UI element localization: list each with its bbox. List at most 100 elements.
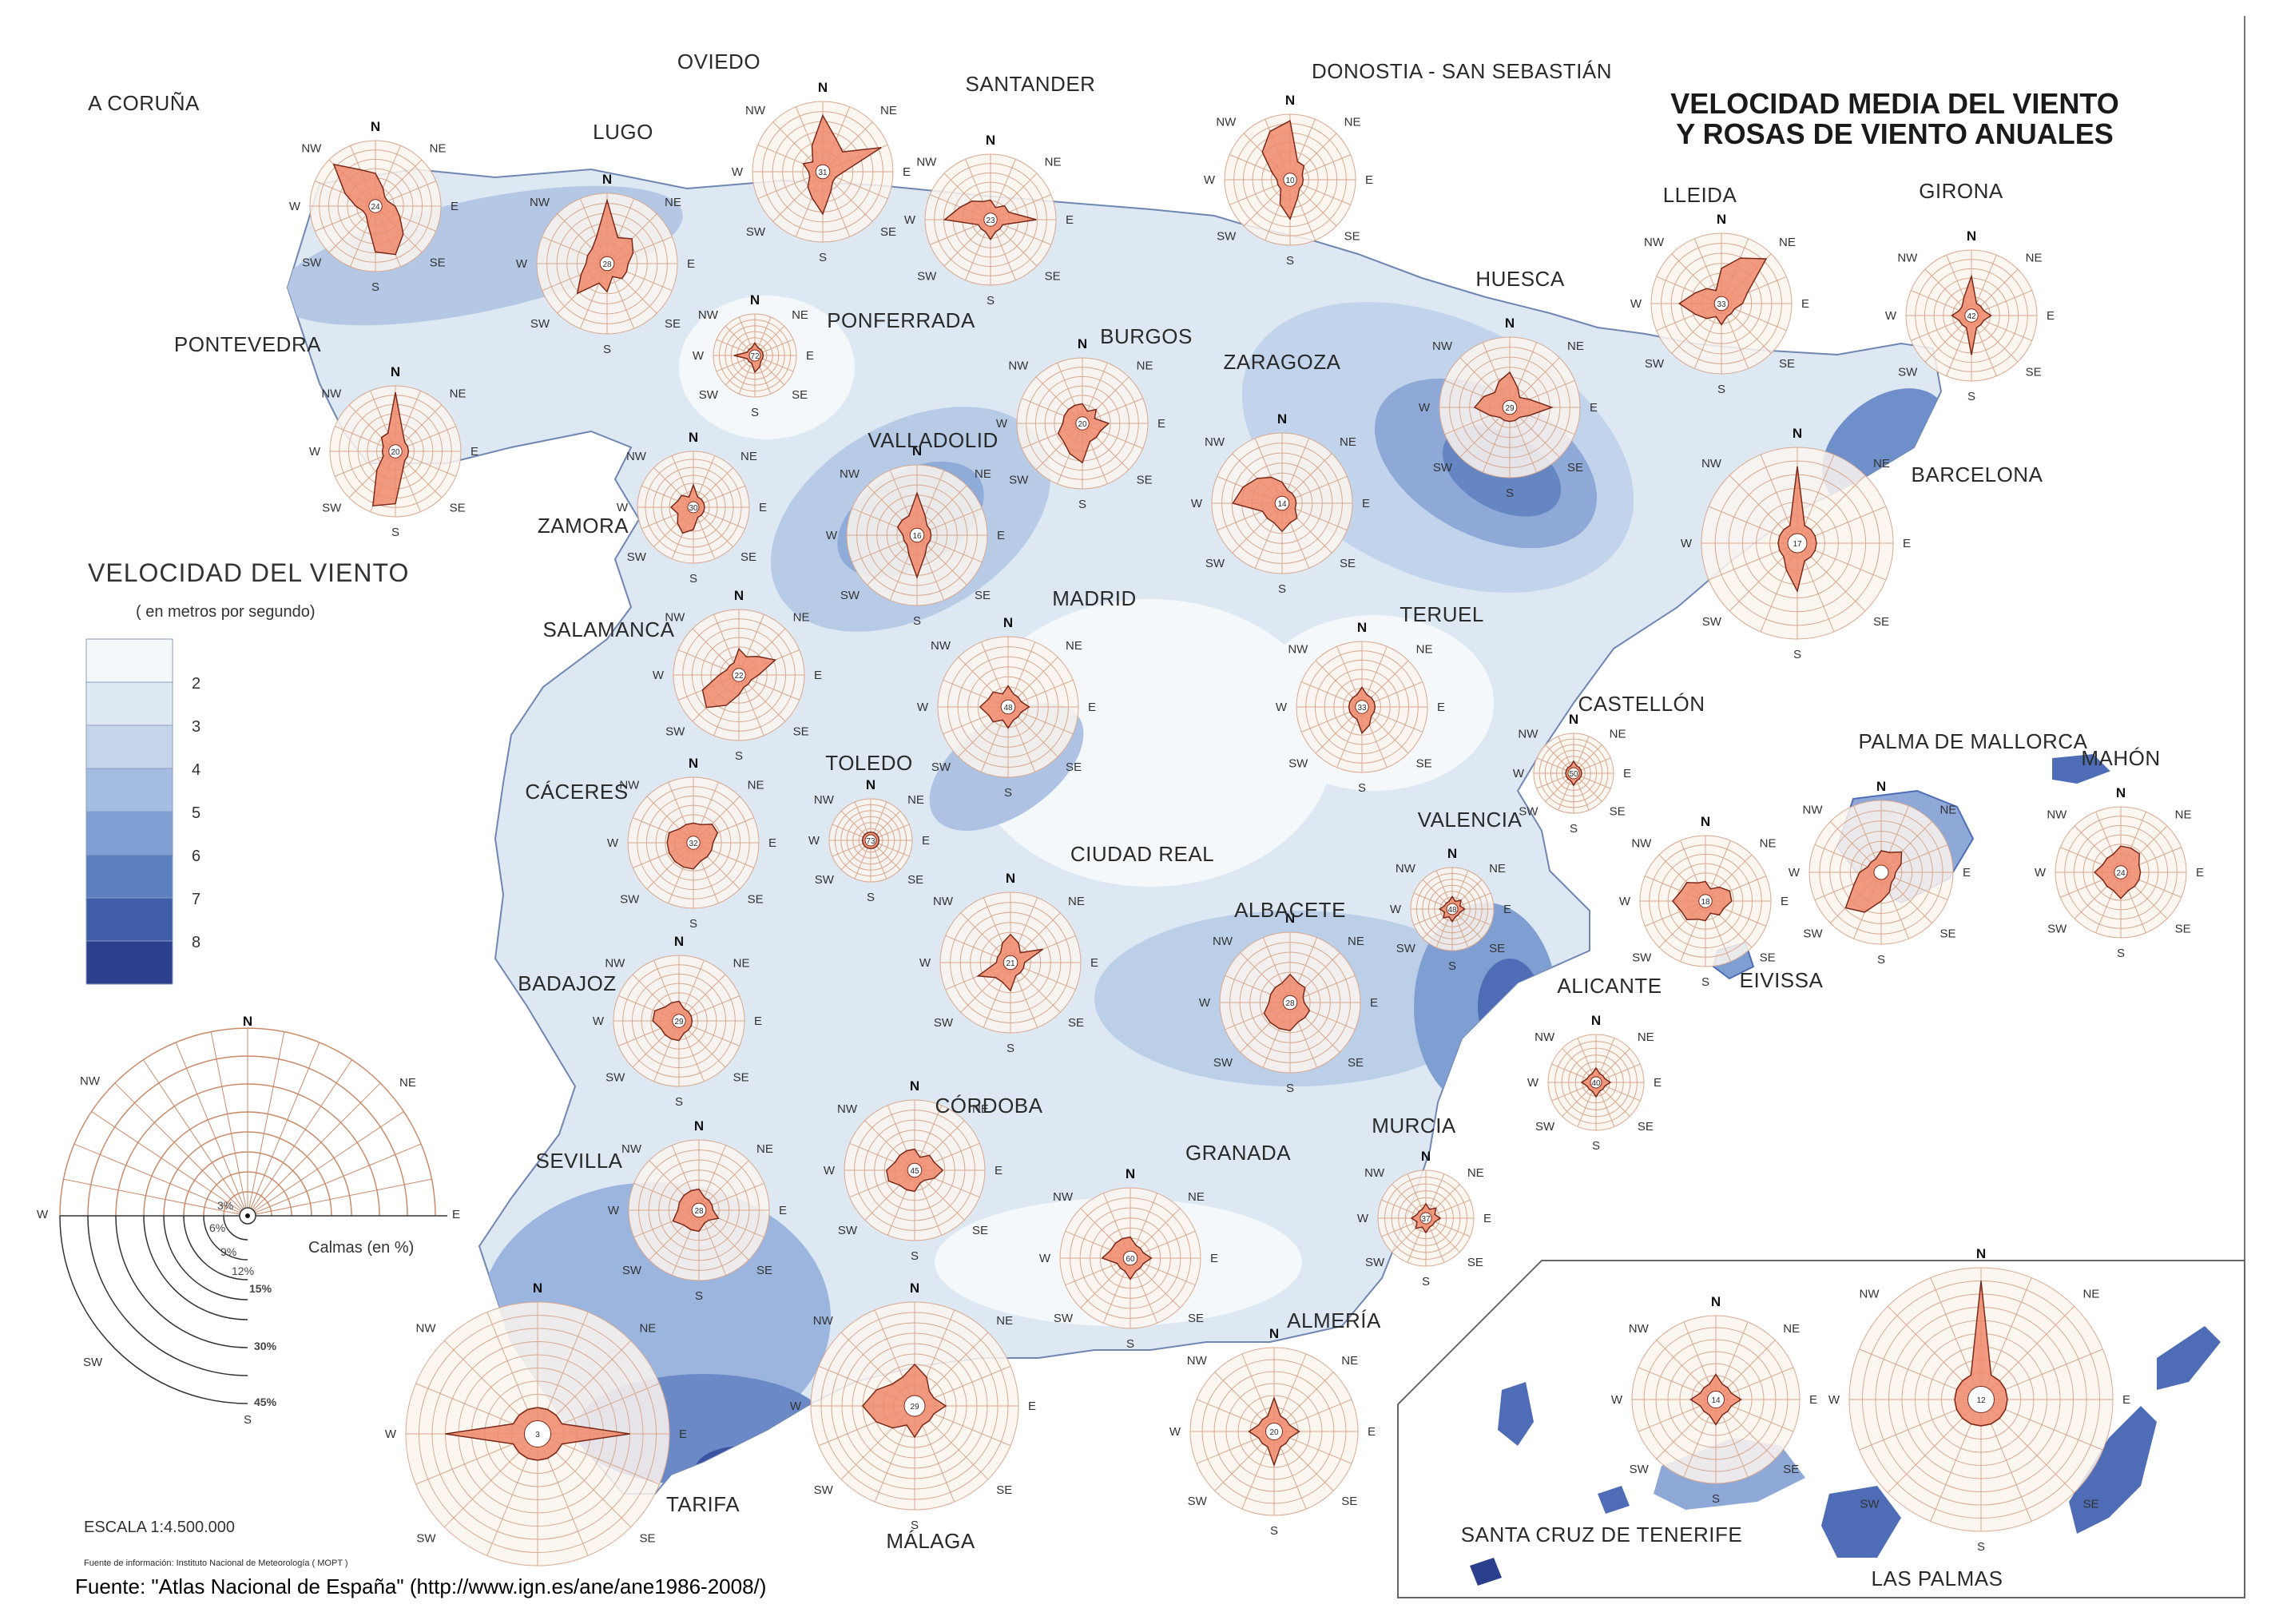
rose-dir-ne: NE xyxy=(1610,727,1626,741)
rose-dir-w: W xyxy=(608,1204,620,1217)
legend-swatch xyxy=(85,897,173,942)
rose-dir-nw: NW xyxy=(698,308,719,322)
rose-dir-sw: SW xyxy=(840,589,860,602)
rose-dir-se: SE xyxy=(2026,366,2042,379)
rose-dir-n: N xyxy=(371,119,380,134)
station-name: MURCIA xyxy=(1372,1114,1456,1138)
rose-dir-e: E xyxy=(1365,173,1373,187)
rose-dir-nw: NW xyxy=(813,1314,834,1328)
wind-rose: 3 N NE E SE S SW W NW TARIFA xyxy=(385,1281,740,1588)
rose-calm-value: 29 xyxy=(910,1403,919,1412)
rose-dir-sw: SW xyxy=(665,725,685,739)
rose-calm-value: 48 xyxy=(1003,704,1013,713)
rose-dir-sw: SW xyxy=(627,550,647,564)
wind-rose: 23 N NE E SE S SW W NW SANTANDER xyxy=(904,72,1095,308)
rose-dir-e: E xyxy=(779,1204,787,1217)
rose-dir-n: N xyxy=(694,1118,704,1134)
rose-dir-sw: SW xyxy=(605,1071,625,1085)
station-name: BURGOS xyxy=(1100,324,1193,348)
rose-dir-n: N xyxy=(1447,846,1457,861)
el-hierro xyxy=(1470,1558,1502,1586)
rose-dir-w: W xyxy=(996,417,1008,431)
station-name: PONTEVEDRA xyxy=(174,332,321,356)
rose-dir-nw: NW xyxy=(605,956,625,970)
rose-calm-circle xyxy=(599,256,615,272)
rose-dir-nw: NW xyxy=(1205,435,1225,449)
rose-calm-circle xyxy=(1282,995,1298,1011)
wind-rose: 33 N NE E SE S SW W NW TERUEL xyxy=(1276,602,1484,795)
rose-dir-se: SE xyxy=(1940,927,1955,940)
rose-dir-w: W xyxy=(1828,1393,1840,1407)
rose-dir-w: W xyxy=(919,956,931,970)
rose-calm-circle xyxy=(983,212,998,227)
zone-tarifa-core xyxy=(695,1446,791,1494)
rose-calm-value: 20 xyxy=(1269,1428,1279,1437)
rose-dir-se: SE xyxy=(996,1483,1012,1497)
legend-swatch xyxy=(85,811,173,856)
rose-dir-s: S xyxy=(1358,781,1366,795)
rose-dir-w: W xyxy=(904,213,916,227)
key-spoke xyxy=(247,1059,352,1217)
rose-calm-circle xyxy=(1698,894,1713,908)
rose-dir-se: SE xyxy=(748,893,764,907)
station-name: ZAMORA xyxy=(538,514,629,538)
key-ring-30: 30% xyxy=(254,1340,277,1352)
key-ring-lower xyxy=(203,1215,248,1261)
station-name: TERUEL xyxy=(1400,602,1484,626)
wind-rose: 24 N NE E SE S SW W NW A CORUÑA xyxy=(88,91,459,294)
rose-dir-se: SE xyxy=(1137,474,1153,487)
station-name: ZARAGOZA xyxy=(1223,350,1340,374)
rose-petals xyxy=(1261,120,1305,220)
rose-dir-e: E xyxy=(1090,956,1098,970)
rose-dir-n: N xyxy=(1793,426,1802,441)
station-name: SEVILLA xyxy=(535,1149,622,1173)
rose-dir-ne: NE xyxy=(639,1322,656,1336)
rose-dir-e: E xyxy=(1809,1393,1817,1407)
rose-calm-value: 20 xyxy=(391,448,400,457)
rose-dir-nw: NW xyxy=(1629,1322,1650,1336)
rose-dir-n: N xyxy=(1078,336,1087,351)
rose-calm-value: 45 xyxy=(910,1167,919,1176)
title-line-2: Y ROSAS DE VIENTO ANUALES xyxy=(1676,117,2113,150)
rose-dir-ne: NE xyxy=(450,387,467,400)
rose-calm-circle xyxy=(1502,399,1518,415)
legend-swatch xyxy=(85,768,173,812)
rose-dir-ne: NE xyxy=(1045,155,1062,169)
key-spoke xyxy=(247,1178,432,1217)
rose-dir-n: N xyxy=(1976,1246,1986,1261)
rose-dir-e: E xyxy=(687,257,695,271)
rose-dir-nw: NW xyxy=(1701,457,1722,471)
rose-dir-nw: NW xyxy=(1288,642,1308,656)
rose-dir-sw: SW xyxy=(934,1016,954,1030)
map-scale: ESCALA 1:4.500.000 xyxy=(84,1519,235,1536)
rose-dir-ne: NE xyxy=(1341,1354,1358,1368)
rose-dir-se: SE xyxy=(1188,1312,1204,1325)
rose-calm-value: 22 xyxy=(734,672,744,681)
key-n: N xyxy=(243,1014,252,1029)
rose-dir-se: SE xyxy=(1068,1016,1084,1030)
rose-petals xyxy=(802,113,882,216)
rose-dir-se: SE xyxy=(733,1071,749,1085)
rose-calm-circle xyxy=(1873,864,1889,880)
rose-dir-ne: NE xyxy=(1940,804,1956,817)
legend-value: 2 xyxy=(192,675,201,693)
rose-calm-value: 14 xyxy=(1711,1396,1721,1405)
rose-dir-ne: NE xyxy=(756,1142,773,1156)
rose-dir-s: S xyxy=(1592,1139,1600,1153)
rose-calm-value: 28 xyxy=(602,260,612,269)
rose-dir-s: S xyxy=(1701,975,1709,989)
rose-dir-w: W xyxy=(309,445,321,459)
rose-dir-n: N xyxy=(1421,1149,1431,1164)
key-ring-45: 45% xyxy=(254,1396,277,1408)
rose-dir-s: S xyxy=(1570,822,1578,836)
rose-dir-n: N xyxy=(1967,228,1976,244)
rose-calm-circle xyxy=(815,164,831,180)
rose-dir-n: N xyxy=(1269,1326,1279,1341)
rose-dir-se: SE xyxy=(1416,757,1432,771)
rose-calm-circle xyxy=(1419,1212,1432,1225)
rose-dir-nw: NW xyxy=(814,793,835,807)
rose-dir-sw: SW xyxy=(1396,942,1416,955)
station-name: SANTA CRUZ DE TENERIFE xyxy=(1461,1523,1742,1547)
rose-dir-sw: SW xyxy=(1054,1312,1074,1325)
